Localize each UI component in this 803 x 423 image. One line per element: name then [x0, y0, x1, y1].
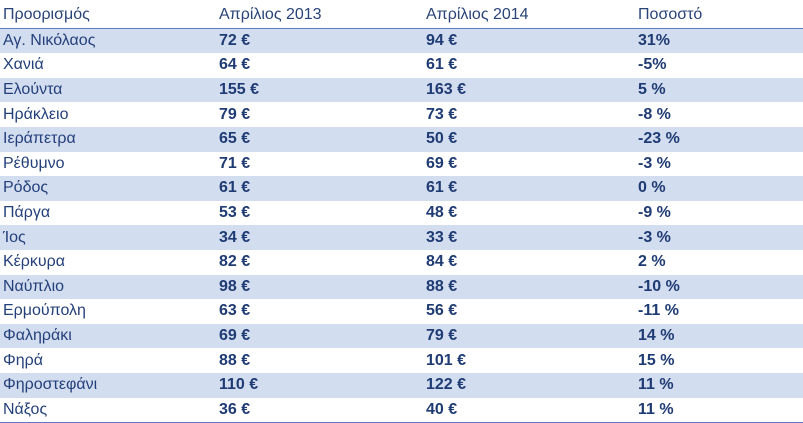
april-2014-cell: 79 €	[423, 323, 635, 349]
destination-cell: Ίος	[0, 225, 216, 250]
table-row: Φαληράκι 69 €79 €14 %	[0, 323, 803, 349]
table-row: Ίος 34 €33 € -3 %	[0, 225, 803, 250]
april-2013-cell: 53 €	[216, 200, 423, 226]
april-2013-cell: 65 €	[216, 126, 423, 152]
april-2014-cell: 163 €	[423, 77, 635, 103]
table-row: Ναύπλιο 98 €88 € -10 %	[0, 274, 803, 300]
april-2014-cell: 73 €	[423, 102, 635, 127]
april-2014-cell: 122 €	[423, 372, 635, 398]
april-2013-cell: 63 €	[216, 299, 423, 324]
percentage-cell: -8 %	[635, 102, 803, 127]
destination-cell: Φηροστεφάνι	[0, 372, 216, 398]
april-2014-cell: 48 €	[423, 200, 635, 226]
table-body: Αγ. Νικόλαος 72 €94 €31% Χανιά 64 €61 € -5% Ε…	[0, 28, 803, 423]
april-2013-cell: 110 €	[216, 372, 423, 398]
table-row: Φηροστεφάνι 110 €122 €11 %	[0, 372, 803, 398]
percentage-cell: 2 %	[635, 249, 803, 275]
table-row: Αγ. Νικόλαος 72 €94 €31%	[0, 28, 803, 54]
table-row: Ιεράπετρα 65 €50 € -23 %	[0, 126, 803, 152]
percentage-cell: -9 %	[635, 200, 803, 226]
april-2014-cell: 40 €	[423, 397, 635, 423]
header-row: Προορισμός Απρίλιος 2013 Απρίλιος 2014 Π…	[0, 3, 803, 29]
table-row: Ρέθυμνο 71 €69 € -3 %	[0, 151, 803, 177]
april-2014-cell: 50 €	[423, 126, 635, 152]
april-2014-cell: 88 €	[423, 274, 635, 300]
april-2014-cell: 69 €	[423, 151, 635, 177]
april-2013-cell: 79 €	[216, 102, 423, 127]
april-2014-cell: 56 €	[423, 299, 635, 324]
destination-cell: Αγ. Νικόλαος	[0, 28, 216, 54]
destination-cell: Ρόδος	[0, 176, 216, 201]
percentage-cell: -11 %	[635, 299, 803, 324]
destination-cell: Πάργα	[0, 200, 216, 226]
destination-cell: Κέρκυρα	[0, 249, 216, 275]
header-april-2013: Απρίλιος 2013	[216, 3, 423, 29]
percentage-cell: 14 %	[635, 323, 803, 349]
table-header: Προορισμός Απρίλιος 2013 Απρίλιος 2014 Π…	[0, 3, 803, 29]
destination-cell: Ηράκλειο	[0, 102, 216, 127]
destination-cell: Χανιά	[0, 53, 216, 78]
table-row: Ερμούπολη 63 €56 € -11 %	[0, 299, 803, 324]
header-destination: Προορισμός	[0, 3, 216, 29]
price-table: Προορισμός Απρίλιος 2013 Απρίλιος 2014 Π…	[0, 3, 803, 423]
percentage-cell: -10 %	[635, 274, 803, 300]
percentage-cell: -5%	[635, 53, 803, 78]
destination-cell: Νάξος	[0, 397, 216, 423]
april-2013-cell: 88 €	[216, 348, 423, 373]
april-2014-cell: 101 €	[423, 348, 635, 373]
april-2013-cell: 36 €	[216, 397, 423, 423]
april-2013-cell: 34 €	[216, 225, 423, 250]
april-2013-cell: 98 €	[216, 274, 423, 300]
percentage-cell: 15 %	[635, 348, 803, 373]
percentage-cell: 11 %	[635, 372, 803, 398]
percentage-cell: 0 %	[635, 176, 803, 201]
april-2013-cell: 71 €	[216, 151, 423, 177]
destination-cell: Ρέθυμνο	[0, 151, 216, 177]
april-2013-cell: 61 €	[216, 176, 423, 201]
table-row: Χανιά 64 €61 € -5%	[0, 53, 803, 78]
destination-cell: Φαληράκι	[0, 323, 216, 349]
april-2014-cell: 61 €	[423, 53, 635, 78]
destination-cell: Φηρά	[0, 348, 216, 373]
destination-cell: Ναύπλιο	[0, 274, 216, 300]
table-row: Ηράκλειο 79 €73 € -8 %	[0, 102, 803, 127]
percentage-cell: -3 %	[635, 151, 803, 177]
april-2013-cell: 69 €	[216, 323, 423, 349]
header-percentage: Ποσοστό	[635, 3, 803, 29]
april-2014-cell: 61 €	[423, 176, 635, 201]
april-2014-cell: 84 €	[423, 249, 635, 275]
header-april-2014: Απρίλιος 2014	[423, 3, 635, 29]
destination-cell: Ερμούπολη	[0, 299, 216, 324]
april-2014-cell: 94 €	[423, 28, 635, 54]
percentage-cell: 31%	[635, 28, 803, 54]
table-row: Ρόδος 61 €61 €0 %	[0, 176, 803, 201]
table-row: Κέρκυρα 82 €84 €2 %	[0, 249, 803, 275]
april-2013-cell: 82 €	[216, 249, 423, 275]
table-row: Ελούντα 155 €163 €5 %	[0, 77, 803, 103]
destination-cell: Ελούντα	[0, 77, 216, 103]
table-row: Φηρά 88 €101 €15 %	[0, 348, 803, 373]
april-2013-cell: 72 €	[216, 28, 423, 54]
percentage-cell: -3 %	[635, 225, 803, 250]
percentage-cell: -23 %	[635, 126, 803, 152]
percentage-cell: 11 %	[635, 397, 803, 423]
april-2014-cell: 33 €	[423, 225, 635, 250]
table-row: Νάξος 36 €40 €11 %	[0, 397, 803, 423]
percentage-cell: 5 %	[635, 77, 803, 103]
april-2013-cell: 64 €	[216, 53, 423, 78]
destination-cell: Ιεράπετρα	[0, 126, 216, 152]
april-2013-cell: 155 €	[216, 77, 423, 103]
table-row: Πάργα 53 €48 € -9 %	[0, 200, 803, 226]
